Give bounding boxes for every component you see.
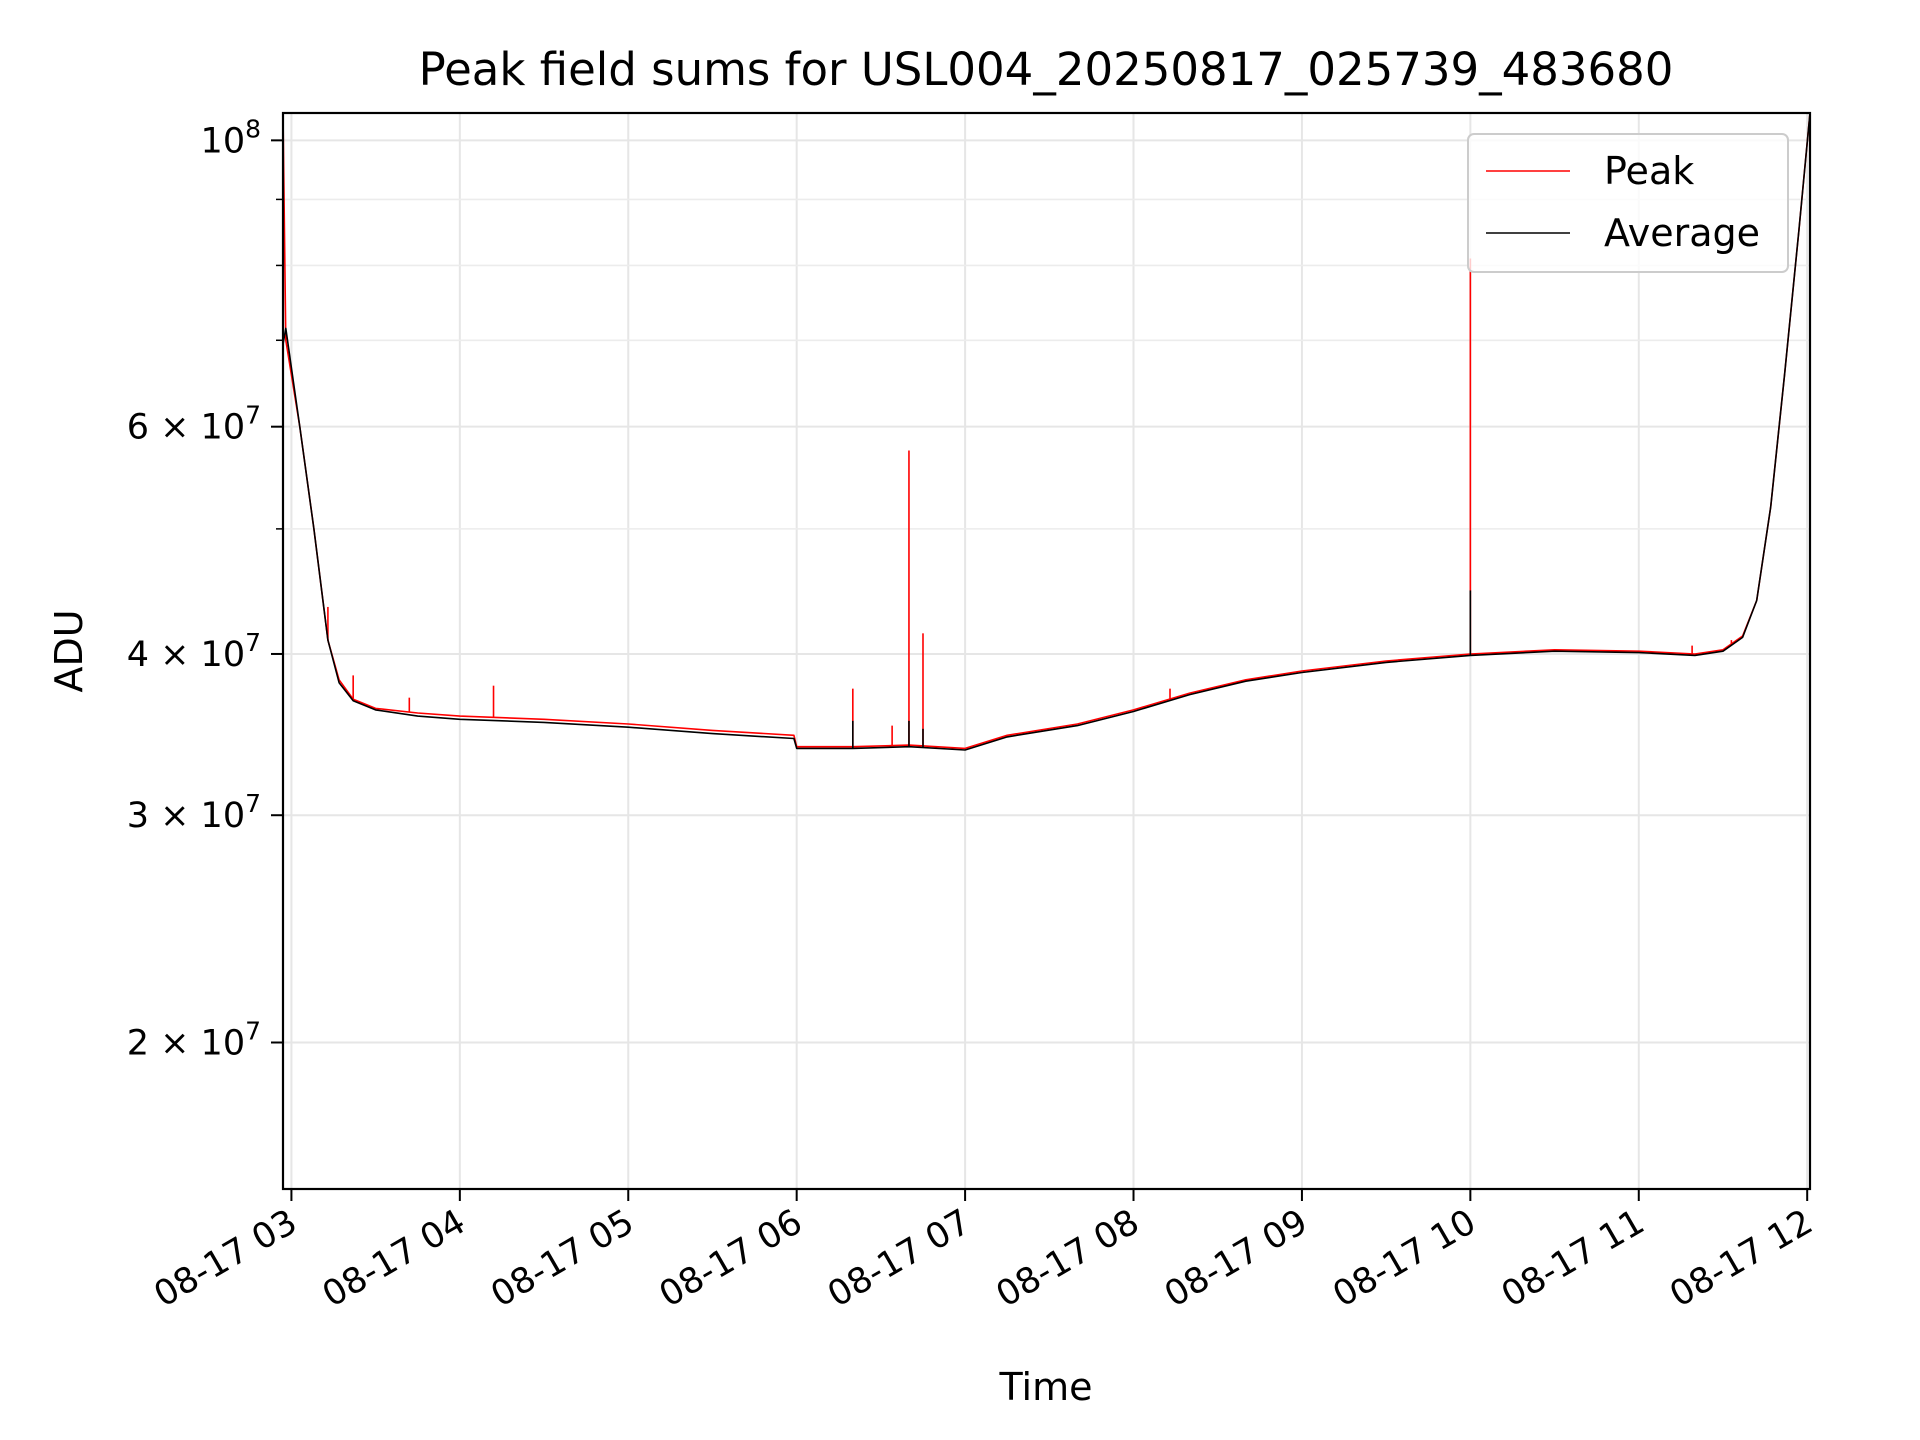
x-tick-label: 08-17 11 [1495, 1202, 1651, 1315]
plot-frame [281, 111, 1812, 1191]
series-line-peak [282, 112, 1811, 750]
y-axis-label: ADU [47, 609, 91, 692]
series-line-average [282, 112, 1811, 751]
legend-label-average: Average [1604, 211, 1760, 255]
chart-title: Peak field sums for USL004_20250817_0257… [419, 43, 1674, 96]
x-tick-label: 08-17 07 [821, 1202, 977, 1315]
x-tick-label: 08-17 03 [148, 1202, 304, 1315]
x-tick-label: 08-17 05 [484, 1202, 640, 1315]
x-axis: 08-17 03 08-17 04 08-17 05 08-17 06 08-17 07… [148, 1189, 1820, 1315]
x-tick-label: 08-17 06 [653, 1202, 809, 1315]
y-tick-label: 6 × 107 [127, 401, 261, 448]
y-tick-label: 108 [201, 114, 261, 161]
x-tick-label: 08-17 08 [990, 1202, 1146, 1315]
legend: Peak Average [1467, 133, 1789, 273]
y-tick-label: 3 × 107 [127, 789, 261, 836]
y-tick-label: 2 × 107 [127, 1016, 261, 1063]
x-tick-label: 08-17 12 [1663, 1202, 1819, 1315]
plot-area [282, 112, 1811, 751]
x-axis-label: Time [999, 1365, 1093, 1409]
x-tick-label: 08-17 04 [316, 1202, 472, 1315]
legend-label-peak: Peak [1604, 149, 1694, 193]
x-tick-label: 08-17 09 [1158, 1202, 1314, 1315]
y-axis: 2 × 107 3 × 107 4 × 107 6 × 107 108 [127, 114, 283, 1063]
legend-box [1467, 133, 1789, 273]
x-tick-label: 08-17 10 [1327, 1202, 1483, 1315]
y-tick-label: 4 × 107 [127, 628, 261, 675]
grid [283, 113, 1810, 1189]
